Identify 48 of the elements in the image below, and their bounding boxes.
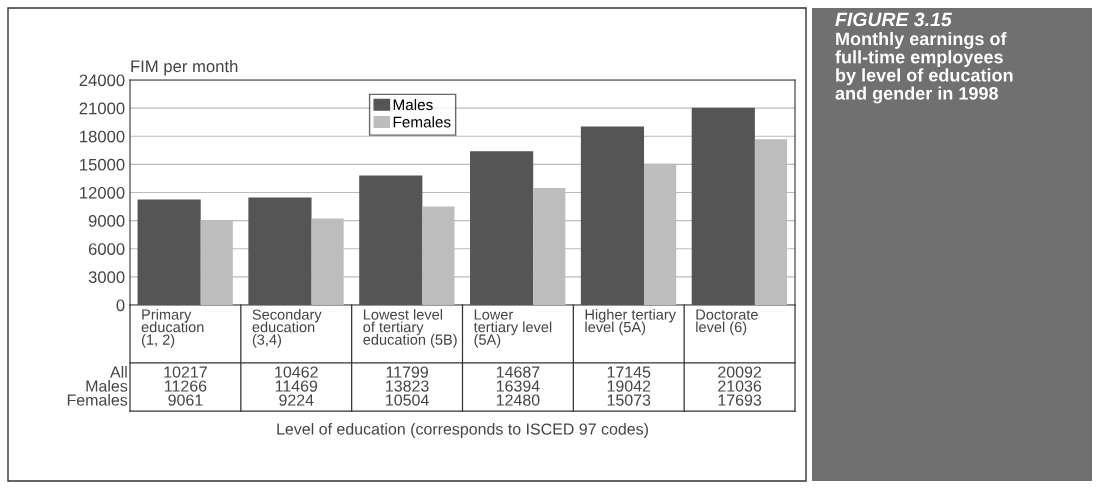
- y-tick-label: 24000: [79, 74, 125, 87]
- y-tick-label: 15000: [80, 158, 125, 171]
- data-label: 15073: [607, 394, 651, 406]
- text: 11799: [386, 366, 428, 378]
- x-tick-label: Higher tertiary level (5A): [585, 309, 676, 336]
- text: 14687: [496, 366, 540, 378]
- y-tick-label: 18000: [80, 130, 125, 143]
- x-tick-label: Doctorate level (6): [696, 309, 758, 336]
- data-label: 19042: [607, 380, 651, 392]
- data-label: 12480: [496, 394, 540, 406]
- text: 10217: [164, 366, 207, 378]
- text: Monthly earnings of full-time employees by level of education and gender in 1998: [835, 32, 1013, 104]
- x-tick-label: Lowest level of tertiary education (5B): [363, 309, 457, 348]
- data-label: 16394: [496, 380, 540, 392]
- data-label: 21036: [718, 380, 762, 392]
- y-tick-label: 3000: [88, 271, 125, 284]
- x-tick-label: Lower tertiary level (5A): [473, 309, 552, 348]
- y-tick-label: 21000: [79, 102, 125, 115]
- legend-label: Males: [393, 98, 433, 111]
- data-label: 11266: [165, 380, 207, 392]
- bar: [580, 126, 645, 305]
- x-axis-title: Level of education (corresponds to ISCED 97 codes): [277, 423, 648, 438]
- y-axis-title: FIM per month: [131, 59, 238, 76]
- text: 10462: [275, 366, 318, 378]
- bar: [470, 151, 534, 305]
- bar: [691, 107, 755, 305]
- x-tick-label: Secondary education (3,4): [252, 309, 322, 348]
- text: 17145: [607, 366, 651, 378]
- bar: [248, 197, 312, 305]
- legend-label: Females: [393, 116, 451, 128]
- text: Males: [86, 380, 128, 392]
- data-label: 17693: [718, 394, 762, 406]
- data-label: 13823: [386, 380, 429, 392]
- y-tick-label: 12000: [80, 186, 125, 199]
- text: Females: [67, 394, 128, 406]
- y-tick-label: 0: [116, 299, 125, 312]
- text: 20092: [718, 366, 761, 378]
- y-tick-label: 9000: [88, 215, 125, 227]
- data-label: 9061: [168, 394, 203, 406]
- data-label: 11469: [275, 380, 318, 392]
- y-tick-label: 6000: [88, 243, 125, 255]
- text: All: [110, 366, 127, 378]
- text: FIGURE 3.15: [835, 12, 952, 27]
- x-tick-label: Primary education (1, 2): [141, 309, 204, 348]
- data-label: 9224: [279, 394, 314, 406]
- data-label: 10504: [386, 394, 429, 406]
- bar: [359, 175, 423, 305]
- bar: [137, 199, 201, 305]
